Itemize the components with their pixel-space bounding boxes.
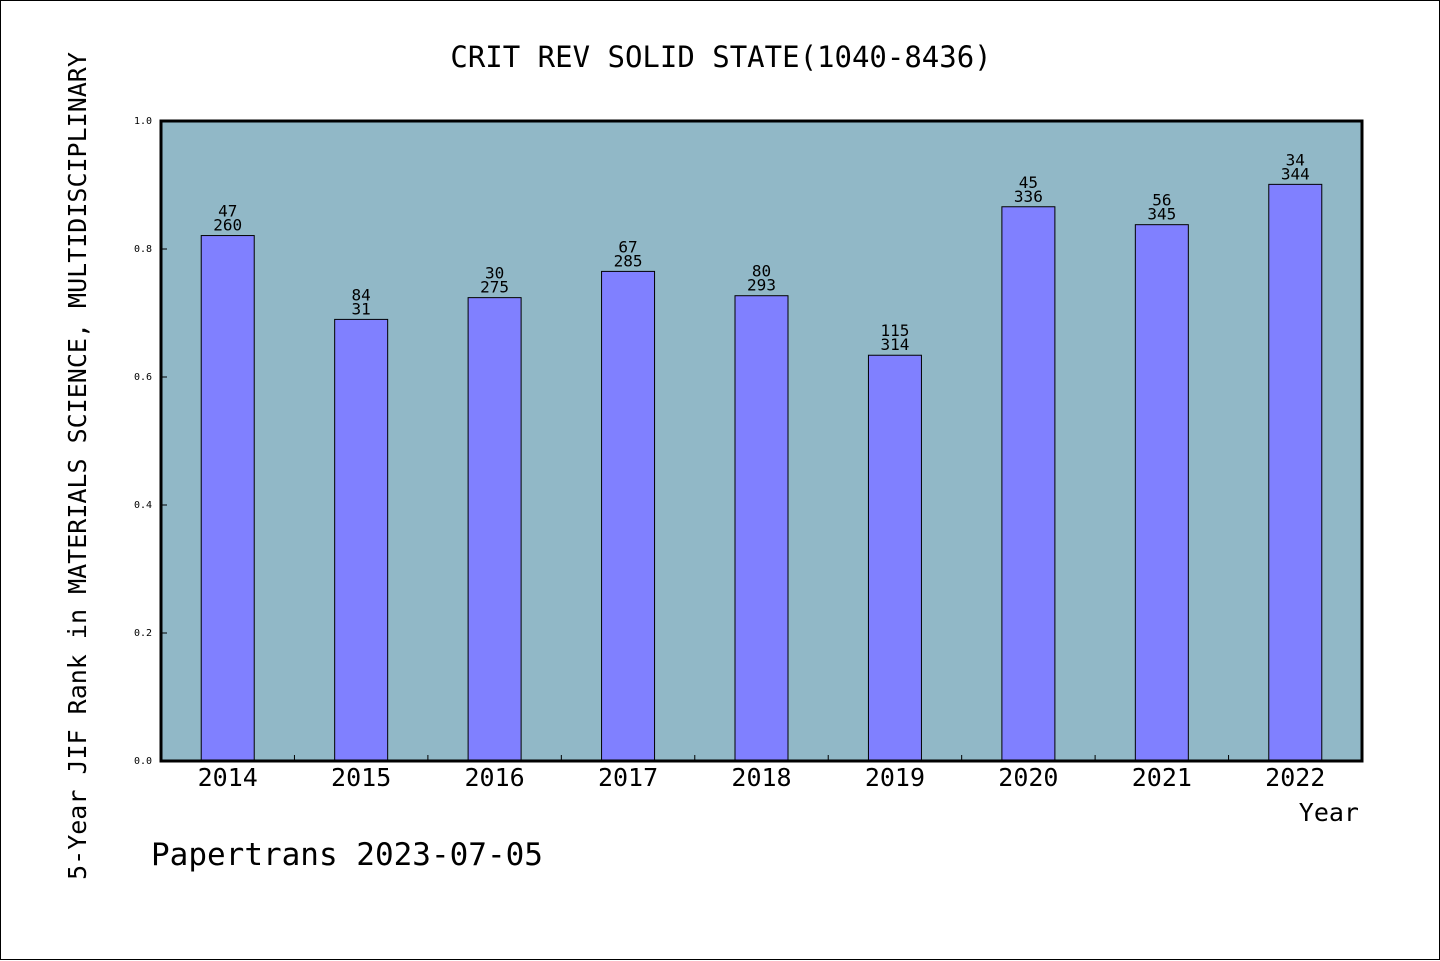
credit-text: Papertrans 2023-07-05 xyxy=(151,837,543,873)
y-tick-label: 1.0 xyxy=(134,116,152,127)
y-axis-label: 5-Year JIF Rank in MATERIALS SCIENCE, MU… xyxy=(63,52,92,880)
x-tick-label: 2020 xyxy=(998,763,1058,792)
bar-2016 xyxy=(467,297,522,762)
y-tick-label: 0.2 xyxy=(134,628,152,639)
y-tick-label: 0.4 xyxy=(134,500,152,511)
plot-border xyxy=(159,119,1364,763)
bar-rank-label: 84 xyxy=(352,285,371,304)
bar-total-label: 275 xyxy=(480,278,509,297)
bar-2017 xyxy=(601,270,656,762)
bar-rank-label: 67 xyxy=(618,237,637,256)
bar-total-label: 260 xyxy=(213,216,242,235)
bar-total-label: 336 xyxy=(1014,187,1043,206)
x-tick-label: 2021 xyxy=(1132,763,1192,792)
bar-total-label: 344 xyxy=(1281,164,1310,183)
bar-total-label: 293 xyxy=(747,276,776,295)
bar-total-label: 345 xyxy=(1147,205,1176,224)
bar-2015 xyxy=(334,318,389,762)
x-tick-label: 2019 xyxy=(865,763,925,792)
x-tick-label: 2016 xyxy=(465,763,525,792)
bars-group xyxy=(200,183,1323,762)
x-axis: 2014 2015 2016 2017 2018 2019 2020 2021 2022 xyxy=(198,755,1325,792)
bar-rank-label: 45 xyxy=(1019,173,1038,192)
chart-title: CRIT REV SOLID STATE(1040-8436) xyxy=(450,40,991,74)
bar-rank-label: 30 xyxy=(485,264,504,283)
bar-total-label: 314 xyxy=(880,335,909,354)
x-axis-label: Year xyxy=(1299,798,1359,827)
bar-rank-label: 115 xyxy=(880,321,909,340)
bar-rank-label: 47 xyxy=(218,202,237,221)
y-tick-label: 0.0 xyxy=(134,756,152,767)
bar-2014 xyxy=(200,235,255,762)
x-tick-label: 2017 xyxy=(598,763,658,792)
x-tick-label: 2014 xyxy=(198,763,258,792)
bar-2019 xyxy=(867,354,922,762)
bar-2022 xyxy=(1268,183,1323,762)
bar-2021 xyxy=(1134,224,1189,762)
x-tick-label: 2015 xyxy=(331,763,391,792)
bar-2018 xyxy=(734,295,789,762)
bar-rank-label: 34 xyxy=(1286,150,1305,169)
bar-rank-label: 56 xyxy=(1152,191,1171,210)
bar-total-label: 285 xyxy=(614,251,643,270)
bar-total-label: 31 xyxy=(352,299,371,318)
bar-rank-label: 80 xyxy=(752,262,771,281)
y-tick-label: 0.8 xyxy=(134,244,152,255)
y-tick-label: 0.6 xyxy=(134,372,152,383)
x-tick-label: 2022 xyxy=(1265,763,1325,792)
x-tick-label: 2018 xyxy=(731,763,791,792)
bar-2020 xyxy=(1001,206,1056,762)
